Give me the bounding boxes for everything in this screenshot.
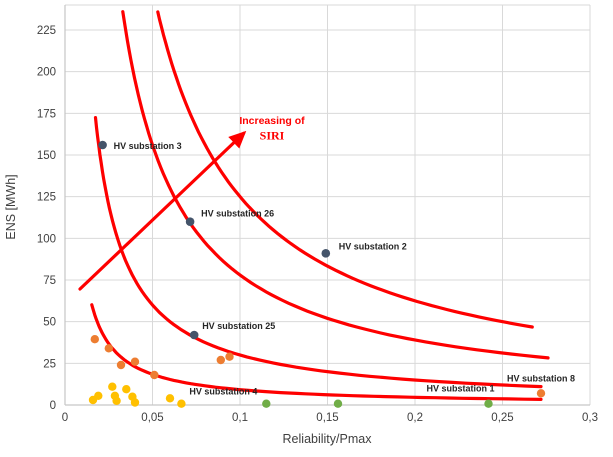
yellow-substations-point [177,399,186,408]
green-substations-point [333,399,343,408]
yellow-substations-point [112,396,121,405]
substation-label: HV substation 1 [426,384,494,394]
y-tick-label: 25 [43,358,56,370]
y-tick-label: 50 [43,317,56,329]
y-axis-title: ENS [MWh] [4,174,18,239]
x-tick-label: 0,15 [316,412,338,424]
iso-siri-curve [156,10,534,329]
x-tick-label: 0,2 [407,412,423,424]
increasing-siri-arrow [78,130,247,291]
y-tick-label: 125 [37,192,56,204]
highlighted-substations-point [189,330,199,340]
data-point-labels: HV substation 3 HV substation 26 HV substa… [114,141,575,397]
substation-label: HV substation 4 [189,387,257,397]
substation-label: HV substation 2 [339,241,407,251]
y-tick-label: 100 [37,233,56,245]
substation-label: HV substation 26 [201,209,274,219]
axis-lines [64,5,590,406]
iso-siri-curves [90,10,550,401]
highlighted-substations-point [185,217,195,226]
yellow-substations-point [130,398,140,407]
tick-labels: 0 0,05 0,1 0,15 0,2 0,25 0,3 0 25 50 75 100 125 150 17… [37,25,598,424]
orange-substations-point [225,352,234,361]
y-tick-label: 0 [50,400,56,412]
substation-label: HV substation 25 [202,321,275,331]
siri-annotation: Increasing of SIRI [78,115,305,291]
yellow-substations-point [108,382,117,391]
y-tick-label: 150 [37,150,56,162]
x-tick-label: 0,05 [141,412,163,424]
orange-substations-point [130,357,140,366]
annotation-text-line2: SIRI [260,129,285,143]
x-tick-label: 0,25 [491,412,513,424]
orange-substations-point [104,344,114,353]
yellow-substations-point [94,391,103,400]
iso-siri-curve [121,10,550,360]
y-tick-label: 175 [37,108,56,120]
annotation-text-line1: Increasing of [239,115,305,127]
substation-label: HV substation 8 [507,373,575,383]
iso-siri-curve [93,116,543,389]
substation-label: HV substation 3 [114,141,182,151]
orange-substations-point [90,335,100,344]
orange-substations-point [536,389,546,398]
x-axis-title: Reliability/Pmax [283,432,373,446]
green-substations-point [484,399,493,408]
green-substations-point [262,399,271,408]
iso-siri-curve [90,303,543,401]
highlighted-substations-point [98,140,107,150]
x-tick-label: 0,3 [582,412,598,424]
highlighted-substations-point [321,249,331,258]
y-tick-label: 200 [37,67,56,79]
x-tick-label: 0,1 [232,412,248,424]
yellow-substations-point [122,385,131,394]
orange-substations-point [216,355,225,365]
x-tick-label: 0 [62,412,68,424]
data-points [88,140,546,408]
yellow-substations-point [165,394,175,403]
y-tick-label: 75 [43,275,56,287]
y-tick-label: 225 [37,25,56,37]
orange-substations-point [150,370,159,380]
gridlines [64,4,591,406]
orange-substations-point [116,360,126,370]
